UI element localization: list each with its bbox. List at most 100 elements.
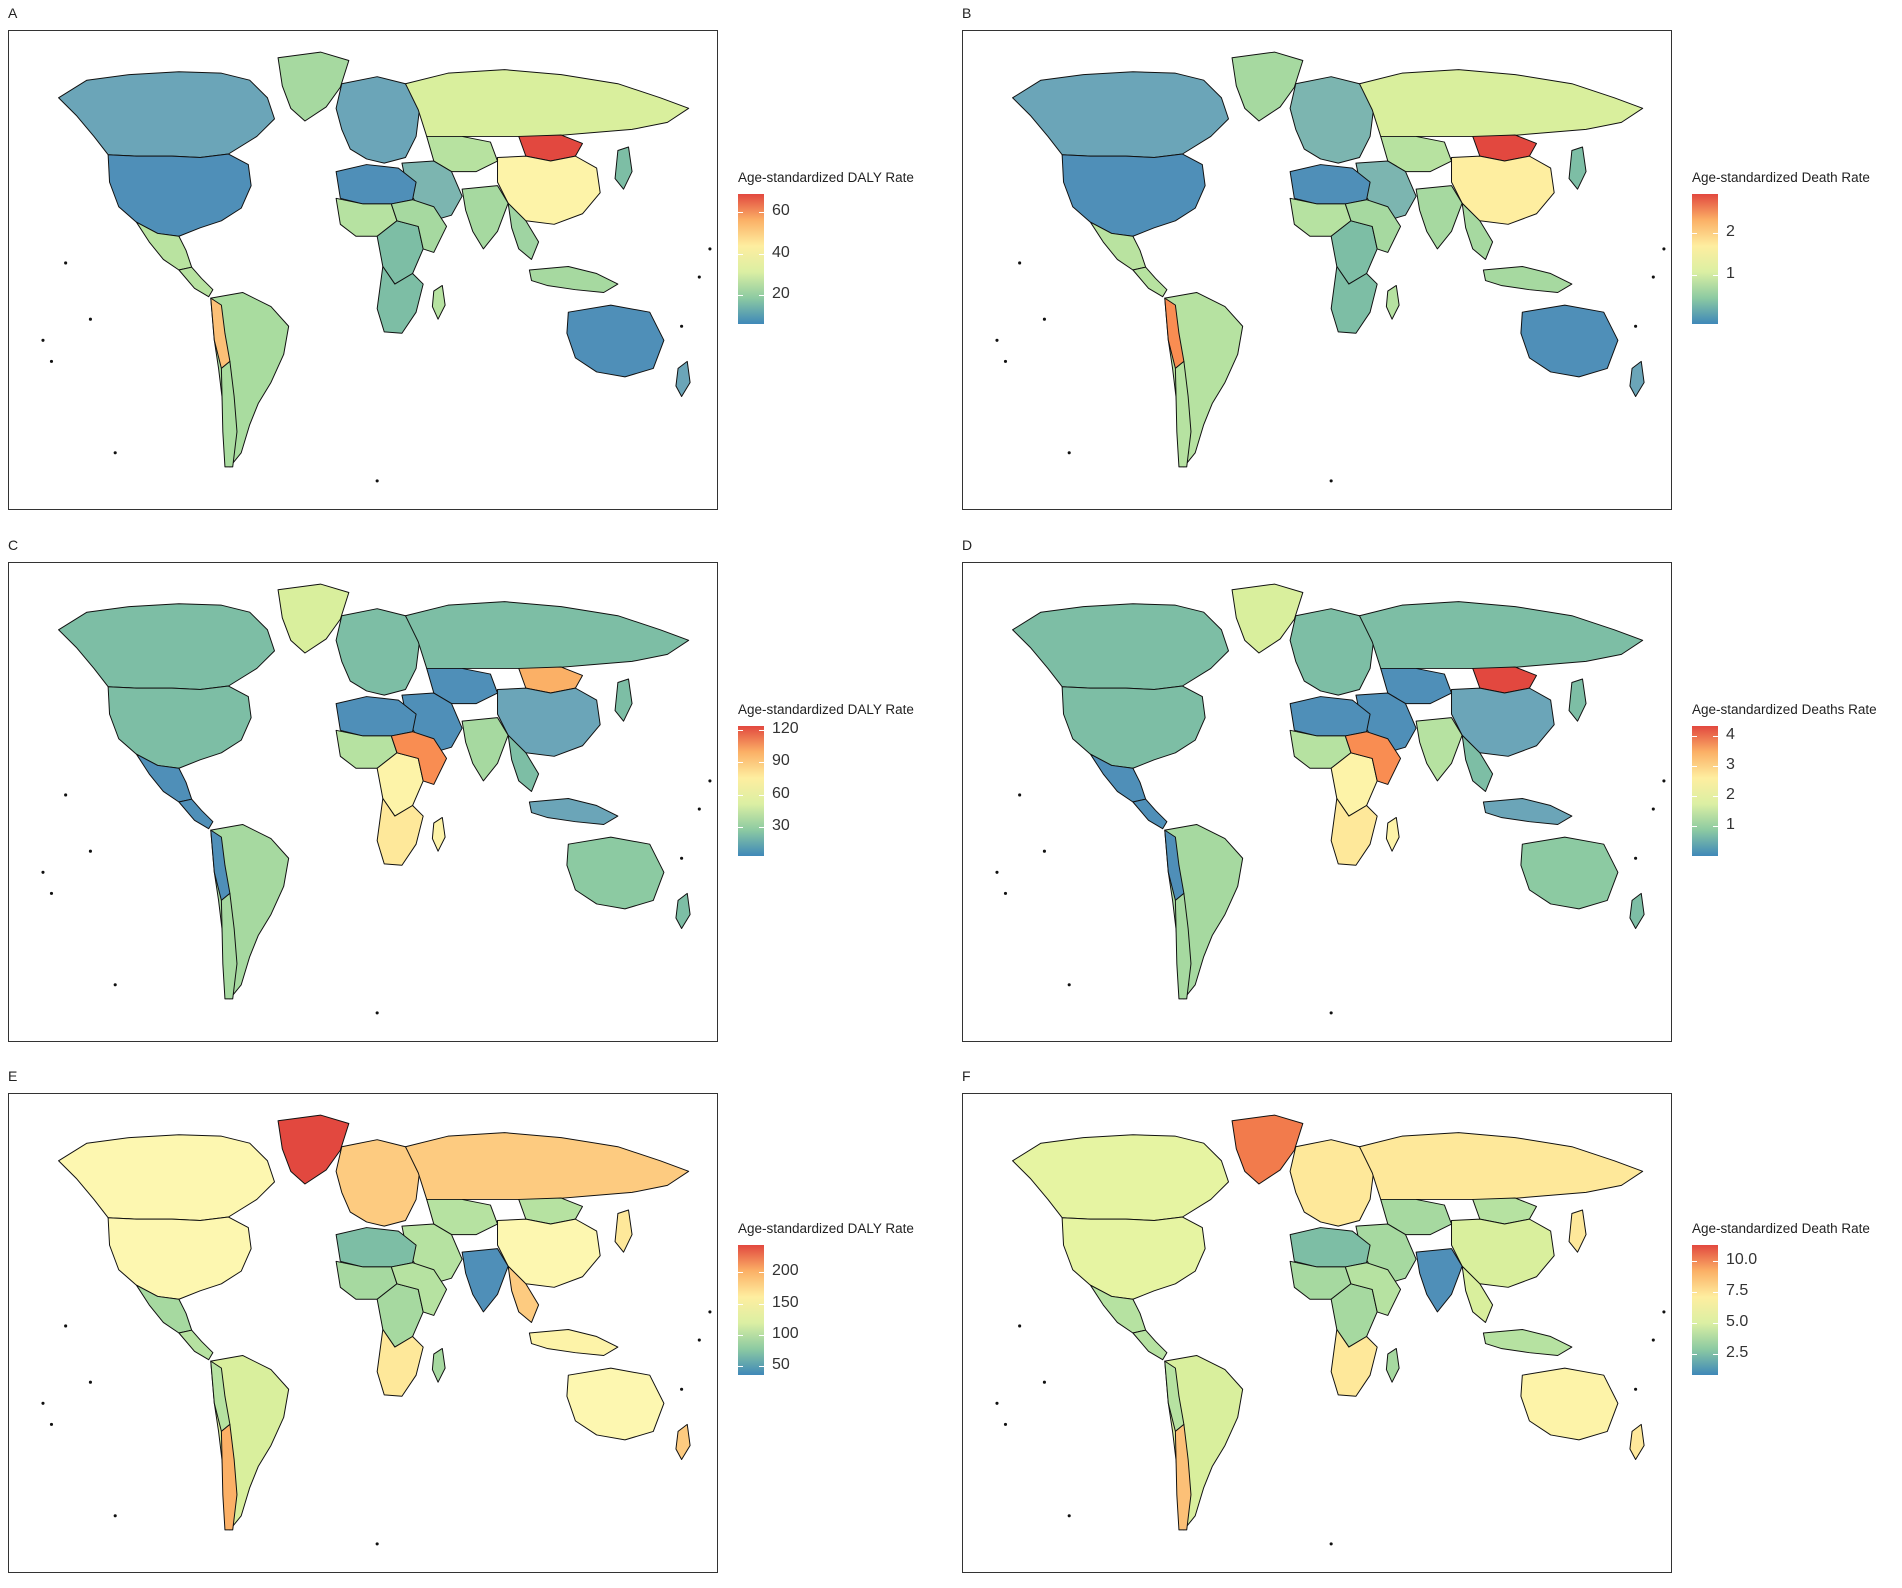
tick-mark — [759, 1272, 764, 1274]
region-australia — [1520, 304, 1619, 378]
tick-label: 50 — [772, 1355, 790, 1373]
tick-mark — [759, 253, 764, 255]
colorbar-legend: Age-standardized DALY Rate 60 40 20 — [738, 170, 938, 350]
tick-mark — [759, 729, 764, 731]
region-madagascar — [431, 816, 446, 852]
island-dot — [1634, 856, 1638, 860]
island-dot — [680, 324, 684, 328]
island-dot — [375, 1542, 379, 1546]
region-europe — [335, 76, 421, 164]
tick-label: 1 — [1726, 816, 1735, 834]
island-dot — [49, 891, 54, 895]
tick-mark — [738, 1334, 743, 1336]
island-dot — [1067, 451, 1071, 455]
island-dot — [708, 779, 712, 783]
island-dot — [708, 247, 712, 251]
tick-mark — [759, 827, 764, 829]
tick-mark — [1713, 796, 1718, 798]
legend-title: Age-standardized DALY Rate — [738, 702, 914, 717]
region-indonesia — [528, 797, 619, 825]
tick-label: 7.5 — [1726, 1281, 1749, 1299]
tick-mark — [1692, 796, 1697, 798]
tick-mark — [1713, 826, 1718, 828]
island-dot — [1634, 324, 1638, 328]
region-india — [461, 717, 509, 782]
region-eastafrica — [1344, 1262, 1402, 1316]
island-dot — [1662, 779, 1666, 783]
region-northamerica — [1061, 1216, 1206, 1300]
island-dot — [1067, 983, 1071, 987]
colorbar-legend: Age-standardized DALY Rate 120 90 60 30 — [738, 702, 938, 882]
region-greenland — [277, 51, 350, 122]
region-centralam — [1132, 798, 1168, 830]
legend-title: Age-standardized DALY Rate — [738, 170, 914, 185]
tick-mark — [1713, 1323, 1718, 1324]
region-australia — [566, 1367, 665, 1441]
region-southafrica — [1330, 1328, 1378, 1397]
region-chile — [220, 1423, 238, 1531]
tick-mark — [738, 794, 743, 796]
tick-label: 40 — [772, 243, 790, 261]
region-russia — [404, 601, 690, 669]
island-dot — [113, 451, 117, 455]
tick-label: 3 — [1726, 756, 1735, 774]
region-seasia — [507, 1265, 540, 1323]
region-nz — [675, 360, 691, 398]
island-dot — [64, 1324, 68, 1328]
panel-label: D — [962, 537, 973, 553]
region-indonesia — [1482, 797, 1573, 825]
region-greenland — [277, 583, 350, 654]
world-map — [41, 51, 712, 483]
region-nz — [1629, 1423, 1645, 1461]
world-map — [41, 583, 712, 1015]
colorbar-legend: Age-standardized Death Rate 2 1 — [1692, 170, 1892, 350]
region-southafrica — [1330, 797, 1378, 866]
region-russia — [404, 1132, 690, 1200]
island-dot — [375, 1011, 379, 1015]
island-dot — [1329, 1542, 1333, 1546]
island-dot — [1003, 359, 1008, 363]
tick-mark — [759, 1365, 764, 1367]
region-northamerica — [1061, 153, 1206, 237]
panel-label: C — [8, 537, 19, 553]
region-japan — [1568, 146, 1587, 190]
region-southafrica — [376, 797, 424, 866]
tick-mark — [1713, 1291, 1718, 1293]
tick-mark — [759, 762, 764, 764]
tick-mark — [1692, 736, 1697, 738]
region-indonesia — [1482, 265, 1573, 293]
region-japan — [1568, 678, 1587, 722]
world-map — [41, 1114, 712, 1546]
region-europe — [1289, 76, 1375, 164]
region-greenland — [1231, 1114, 1304, 1185]
region-indonesia — [528, 1328, 619, 1356]
island-dot — [41, 870, 45, 874]
island-dot — [697, 807, 701, 811]
island-dot — [995, 870, 999, 874]
legend-title: Age-standardized Death Rate — [1692, 1221, 1870, 1236]
map-frame — [8, 1093, 718, 1573]
island-dot — [1042, 849, 1046, 853]
region-india — [1415, 185, 1463, 250]
tick-label: 90 — [772, 752, 790, 770]
tick-label: 100 — [772, 1324, 799, 1342]
tick-mark — [759, 295, 764, 297]
map-frame — [8, 30, 718, 510]
island-dot — [1651, 275, 1655, 279]
region-seasia — [1461, 734, 1494, 792]
island-dot — [64, 793, 68, 797]
island-dot — [995, 338, 999, 342]
tick-label: 2.5 — [1726, 1344, 1749, 1362]
tick-mark — [1692, 1323, 1697, 1324]
region-greenland — [277, 1114, 350, 1185]
tick-mark — [1713, 736, 1718, 738]
region-india — [1415, 1248, 1463, 1313]
region-canada — [58, 1134, 275, 1222]
tick-label: 5.0 — [1726, 1313, 1749, 1330]
map-panel-c: C Age-standardized DALY Rate 120 90 60 30 — [8, 537, 938, 1050]
region-indonesia — [1482, 1328, 1573, 1356]
tick-mark — [1692, 1260, 1697, 1262]
colorbar-legend: Age-standardized Deaths Rate 4 3 2 1 — [1692, 702, 1892, 882]
map-panel-b: B Age-standardized Death Rate 2 1 — [962, 5, 1892, 518]
region-seasia — [507, 202, 540, 260]
